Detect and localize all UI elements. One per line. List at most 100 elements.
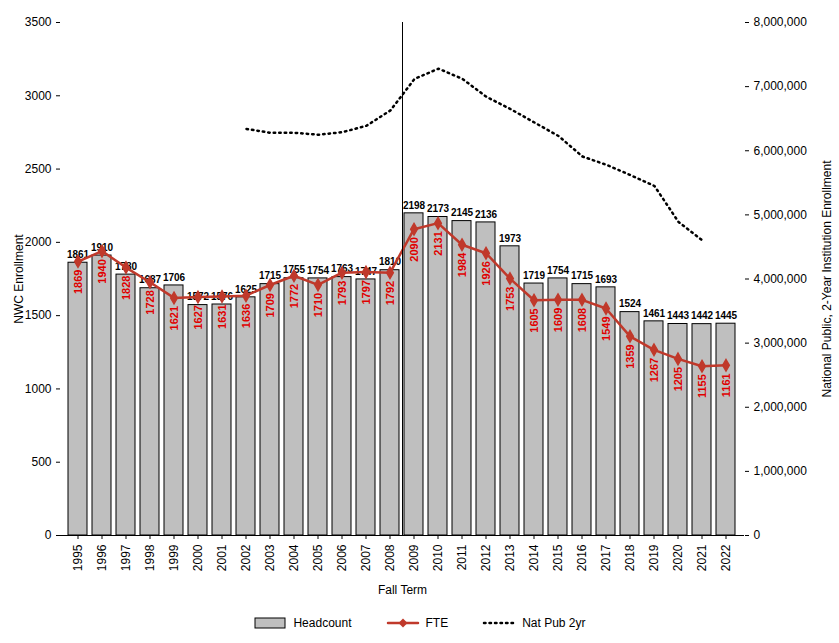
svg-text:2008: 2008 [383,544,397,571]
svg-text:1728: 1728 [144,290,156,314]
svg-text:2013: 2013 [503,544,517,571]
svg-text:1625: 1625 [234,283,258,295]
svg-text:1973: 1973 [499,233,522,244]
svg-text:1997: 1997 [119,544,133,571]
svg-text:1719: 1719 [523,270,546,281]
svg-text:1000: 1000 [25,382,52,396]
svg-text:5,000,000: 5,000,000 [754,208,808,222]
svg-text:2022: 2022 [719,544,733,571]
svg-text:2020: 2020 [671,544,685,571]
svg-text:2131: 2131 [432,231,444,255]
svg-text:1709: 1709 [264,293,276,317]
svg-text:0: 0 [45,528,52,542]
svg-text:4,000,000: 4,000,000 [754,272,808,286]
svg-text:2198: 2198 [403,200,426,211]
svg-text:2009: 2009 [407,544,421,571]
svg-text:2012: 2012 [479,544,493,571]
svg-text:1445: 1445 [715,310,738,321]
svg-text:1500: 1500 [25,308,52,322]
svg-text:1926: 1926 [480,261,492,285]
svg-text:500: 500 [31,455,51,469]
svg-text:2010: 2010 [431,544,445,571]
svg-text:2002: 2002 [239,544,253,571]
svg-text:1609: 1609 [552,308,564,332]
svg-text:2,000,000: 2,000,000 [754,400,808,414]
svg-text:1608: 1608 [576,308,588,332]
svg-text:National Public, 2-Year Instit: National Public, 2-Year Institution Enro… [820,160,834,398]
svg-text:1910: 1910 [90,241,114,253]
svg-text:1549: 1549 [600,316,612,340]
svg-text:1443: 1443 [667,310,690,321]
svg-text:2018: 2018 [623,544,637,571]
svg-text:1869: 1869 [72,270,84,294]
svg-text:1359: 1359 [624,344,636,368]
svg-text:2007: 2007 [359,544,373,571]
svg-text:1161: 1161 [720,373,732,397]
svg-text:Fall Term: Fall Term [378,583,427,597]
html-text:Nat Pub 2yr: Nat Pub 2yr [522,616,586,630]
svg-text:1267: 1267 [648,358,660,382]
svg-text:2000: 2000 [25,235,52,249]
svg-text:1461: 1461 [643,308,666,319]
html-text:Headcount: Headcount [293,616,352,630]
svg-text:2004: 2004 [287,544,301,571]
svg-text:2011: 2011 [455,544,469,570]
svg-text:1772: 1772 [288,284,300,308]
html-text:FTE: FTE [425,616,449,630]
svg-text:2145: 2145 [451,207,474,218]
svg-text:2016: 2016 [575,544,589,571]
svg-text:2001: 2001 [215,544,229,571]
svg-text:2500: 2500 [25,162,52,176]
svg-text:1793: 1793 [336,281,348,305]
svg-text:1710: 1710 [312,293,324,317]
svg-text:2136: 2136 [475,209,498,220]
svg-text:1797: 1797 [360,280,372,304]
svg-text:3500: 3500 [25,15,52,29]
svg-text:1442: 1442 [691,310,714,321]
svg-text:1995: 1995 [71,544,85,571]
html-text:1572 1576: 1572 1576 [186,290,234,303]
svg-text:2017: 2017 [599,544,613,571]
svg-text:1715: 1715 [258,270,282,282]
svg-text:1,000,000: 1,000,000 [754,464,808,478]
svg-text:2003: 2003 [263,544,277,571]
svg-text:1636: 1636 [240,304,252,328]
svg-text:1940: 1940 [96,259,108,283]
svg-text:1754: 1754 [547,265,570,276]
svg-text:2021: 2021 [695,544,709,571]
svg-text:1524: 1524 [619,298,642,309]
svg-text:7,000,000: 7,000,000 [754,79,808,93]
svg-text:2015: 2015 [551,544,565,571]
svg-text:1998: 1998 [143,544,157,571]
svg-text:1861: 1861 [66,248,90,260]
svg-text:6,000,000: 6,000,000 [754,144,808,158]
svg-text:1621: 1621 [168,306,180,330]
svg-text:1715: 1715 [571,270,594,281]
svg-text:1999: 1999 [167,544,181,571]
svg-text:2006: 2006 [335,544,349,571]
svg-text:2014: 2014 [527,544,541,571]
svg-text:1693: 1693 [595,274,618,285]
svg-text:1996: 1996 [95,544,109,571]
svg-text:1205: 1205 [672,367,684,391]
svg-text:2000: 2000 [191,544,205,571]
svg-text:1754: 1754 [307,265,330,276]
svg-text:1984: 1984 [456,252,468,277]
svg-text:1753: 1753 [504,287,516,311]
svg-text:1828: 1828 [120,276,132,300]
svg-text:2019: 2019 [647,544,661,571]
svg-text:1631: 1631 [216,304,228,328]
svg-text:1605: 1605 [528,308,540,332]
svg-text:0: 0 [754,528,761,542]
svg-text:2090: 2090 [408,237,420,261]
svg-text:3000: 3000 [25,89,52,103]
svg-text:NWC Enrollment: NWC Enrollment [12,234,26,324]
svg-text:1155: 1155 [696,374,708,398]
svg-text:1706: 1706 [163,272,186,283]
svg-text:1627: 1627 [192,305,204,329]
svg-text:1792: 1792 [384,281,396,305]
svg-text:8,000,000: 8,000,000 [754,15,808,29]
svg-text:2173: 2173 [427,203,450,214]
svg-text:3,000,000: 3,000,000 [754,336,808,350]
svg-text:2005: 2005 [311,544,325,571]
